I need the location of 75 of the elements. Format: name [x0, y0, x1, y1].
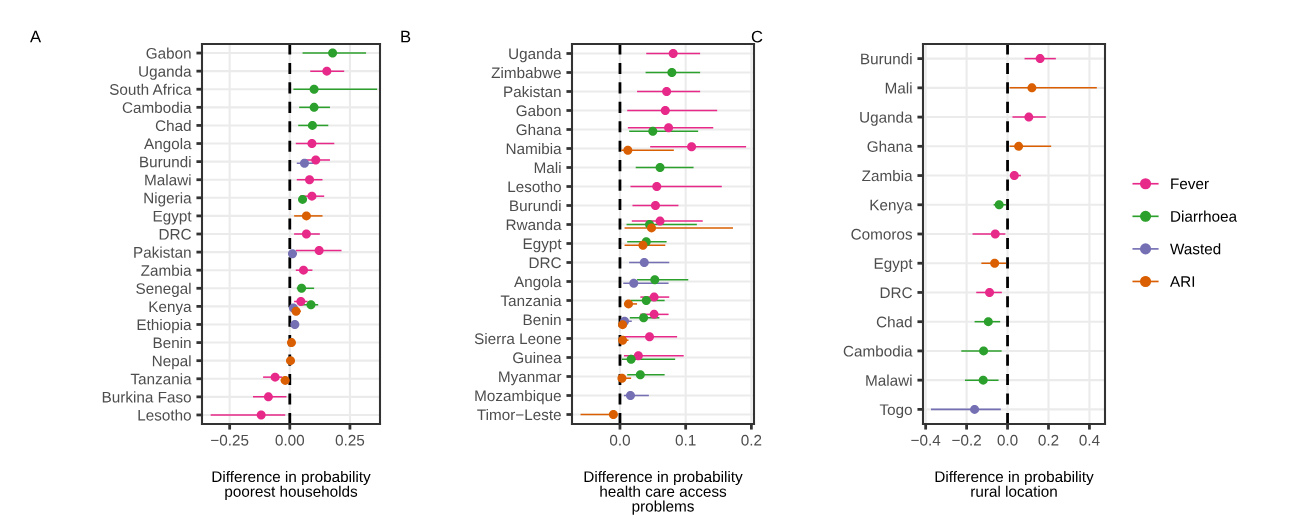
y-tick-label: Gabon: [516, 104, 561, 117]
y-tick-label: Kenya: [149, 301, 192, 316]
text: B: [401, 30, 411, 43]
y-tick-label: Chad: [155, 119, 191, 132]
y-tick-label: Zimbabwe: [491, 66, 561, 79]
y-tick-label: Ethiopia: [137, 318, 192, 334]
x-tick-label: 0.0: [997, 434, 1018, 446]
y-tick-label: Malawi: [145, 174, 191, 186]
y-tick-label: Burundi: [510, 199, 561, 212]
y-tick-label: Egypt: [874, 258, 913, 272]
y-tick-label: Chad: [876, 316, 912, 328]
y-tick-label: Benin: [523, 313, 561, 326]
y-tick-label: Timor−Leste: [477, 408, 561, 421]
y-tick-label: Burkina Faso: [102, 391, 191, 403]
y-tick-label: Sierra Leone: [474, 332, 561, 345]
y-tick-label: Pakistan: [134, 246, 191, 258]
y-tick-label: Ghana: [516, 123, 562, 136]
x-axis-title: Difference in probability rural location: [935, 470, 1094, 497]
y-tick-label: Gabon: [146, 47, 191, 59]
y-tick-label: Angola: [144, 137, 192, 153]
y-tick-label: Benin: [153, 337, 191, 349]
legend-label: ARI: [1170, 276, 1195, 287]
y-tick-label: Egypt: [523, 238, 562, 253]
y-tick-label: Malawi: [866, 374, 912, 386]
x-tick-label: 0.0: [609, 434, 630, 446]
y-tick-label: Nigeria: [144, 192, 192, 207]
x-tick-label: 0.00: [275, 434, 305, 446]
y-tick-label: Comoros: [851, 228, 913, 240]
y-tick-label: Uganda: [860, 111, 913, 126]
y-tick-label: DRC: [159, 228, 191, 240]
x-tick-label: 0.25: [335, 434, 365, 446]
y-tick-label: Cambodia: [122, 101, 192, 114]
y-tick-label: Pakistan: [504, 85, 561, 98]
y-tick-label: Egypt: [153, 210, 192, 225]
legend-label: Fever: [1171, 178, 1209, 190]
x-tick-label: 0.2: [1038, 434, 1059, 446]
x-tick-label: 0.1: [675, 434, 696, 446]
y-tick-label: Ghana: [867, 140, 913, 152]
y-tick-label: Angola: [514, 275, 562, 291]
text: C: [751, 30, 763, 43]
y-tick-label: Mali: [534, 161, 561, 174]
y-tick-label: Tanzania: [130, 373, 192, 385]
y-tick-label: Senegal: [136, 282, 191, 297]
y-tick-label: Mozambique: [475, 389, 561, 405]
x-tick-label: −0.4: [911, 434, 941, 446]
y-tick-label: Togo: [879, 404, 912, 419]
y-tick-label: Myanmar: [499, 371, 562, 386]
x-tick-label: 0.4: [1079, 434, 1100, 446]
y-tick-label: Tanzania: [500, 294, 562, 307]
y-tick-label: Lesotho: [508, 180, 561, 193]
y-tick-label: Burundi: [861, 53, 912, 65]
x-tick-label: −0.2: [952, 434, 981, 446]
y-tick-label: Zambia: [862, 170, 913, 182]
x-axis-title: Difference in probability poorest households: [212, 470, 371, 500]
y-tick-label: South Africa: [109, 83, 192, 95]
legend-label: Wasted: [1170, 243, 1221, 255]
y-tick-label: Burundi: [140, 156, 191, 168]
y-tick-label: Nepal: [152, 355, 191, 370]
legend-label: Diarrhoea: [1171, 210, 1238, 222]
x-tick-label: −0.25: [211, 434, 249, 446]
x-tick-label: 0.2: [741, 434, 762, 446]
x-axis-title: Difference in probability health care access problems: [584, 470, 743, 515]
y-tick-label: DRC: [880, 287, 912, 299]
y-tick-label: Rwanda: [506, 218, 562, 231]
y-tick-label: Uganda: [509, 47, 562, 63]
y-tick-label: Kenya: [870, 199, 913, 214]
y-tick-label: Namibia: [506, 142, 562, 155]
y-tick-label: Uganda: [139, 65, 192, 80]
y-tick-label: DRC: [529, 257, 561, 269]
text: A: [30, 30, 42, 43]
y-tick-label: Mali: [885, 82, 912, 94]
y-tick-label: Zambia: [141, 264, 192, 276]
y-tick-label: Cambodia: [843, 345, 913, 357]
y-tick-label: Lesotho: [138, 409, 191, 421]
y-tick-label: Guinea: [513, 351, 562, 364]
